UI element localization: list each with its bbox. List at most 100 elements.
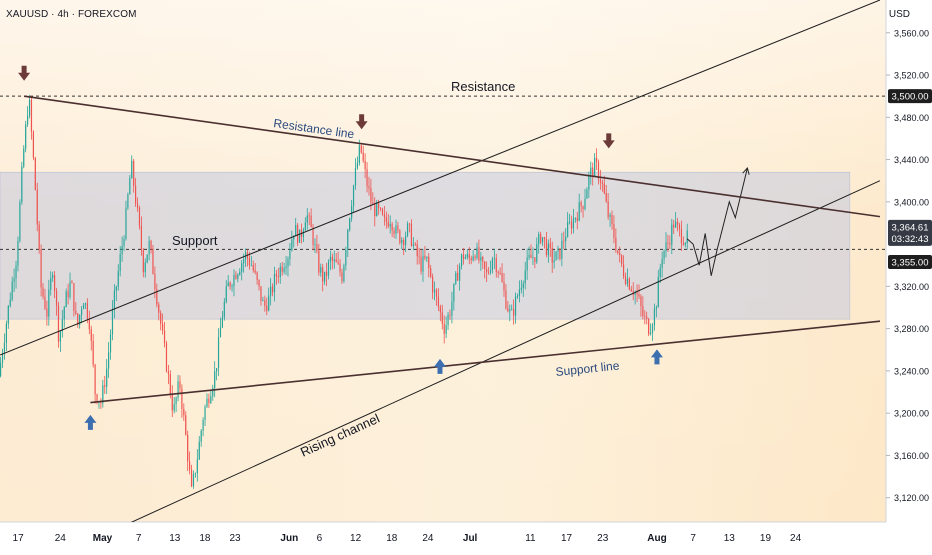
candle-body [520, 287, 522, 290]
candle-body [410, 223, 413, 246]
candle-body [71, 281, 73, 284]
candle-body [310, 215, 312, 228]
x-tick-label: 23 [597, 533, 609, 544]
candle-body [133, 160, 135, 186]
candle-body [651, 325, 654, 333]
candle-body [5, 323, 7, 343]
trendlines-layer [0, 0, 881, 522]
candle-body [96, 394, 98, 403]
symbol-title[interactable]: XAUUSD · 4h · FOREXCOM [6, 9, 137, 20]
y-tick-label: 3,400.00 [894, 197, 929, 207]
candle-body [586, 189, 588, 199]
candle-body [559, 248, 561, 259]
candle-body [405, 235, 407, 246]
candle-body [430, 268, 432, 277]
candle-body [428, 256, 430, 269]
candle-body [412, 243, 414, 246]
candle-body [403, 239, 405, 246]
candle-body [634, 292, 636, 295]
candle-body [325, 271, 328, 276]
candle-body [109, 334, 112, 353]
support-trendline [90, 320, 881, 404]
candle-body [611, 214, 613, 225]
x-tick-label: Jun [280, 533, 298, 544]
x-tick-label: Jul [463, 533, 478, 544]
candle-body [686, 230, 688, 244]
candle-body [61, 319, 63, 332]
candle-body [169, 373, 171, 395]
candle-body [102, 385, 104, 404]
x-tick-label: 24 [55, 533, 67, 544]
candle-body [543, 237, 546, 240]
candle-body [52, 275, 54, 279]
horizontal-levels-layer [0, 95, 886, 250]
candle-body [572, 218, 575, 229]
candle-body [312, 227, 314, 245]
candle-body [9, 299, 11, 306]
candle-body [42, 287, 44, 297]
x-tick-label: 18 [199, 533, 211, 544]
candle-body [104, 385, 106, 387]
candle-body [285, 266, 287, 269]
currency-label[interactable]: USD [888, 9, 910, 20]
candle-body [472, 256, 474, 261]
candle-body [84, 303, 87, 305]
x-tick-label: 17 [561, 533, 573, 544]
projection-path [686, 167, 748, 276]
candle-body [615, 237, 617, 251]
candle-body [217, 337, 220, 369]
candle-body [135, 185, 137, 204]
candle-body [194, 473, 196, 475]
x-tick-label: 13 [724, 533, 736, 544]
candle-body [92, 340, 94, 365]
candle-body [678, 224, 681, 229]
candle-body [221, 317, 224, 328]
candle-body [374, 204, 376, 217]
candle-body [121, 245, 123, 255]
candle-body [243, 259, 245, 264]
candle-body [509, 309, 511, 312]
candle-body [466, 254, 468, 258]
candle-body [518, 289, 521, 296]
candle-body [0, 362, 2, 377]
candle-body [289, 250, 291, 259]
candle-body [642, 306, 644, 317]
x-tick-label: 6 [317, 533, 323, 544]
candle-body [214, 371, 216, 388]
candle-body [617, 250, 619, 253]
candle-body [73, 283, 75, 311]
candle-body [1, 353, 4, 363]
candle-body [115, 286, 117, 291]
candle-body [595, 157, 598, 163]
candle-body [622, 264, 625, 277]
candle-body [266, 305, 268, 311]
candle-body [94, 364, 96, 395]
candle-body [489, 269, 492, 273]
time-axis[interactable] [0, 522, 932, 550]
candle-body [649, 332, 652, 335]
candle-body [576, 218, 578, 221]
candle-body [557, 248, 559, 252]
candle-body [584, 198, 586, 209]
candle-body [364, 160, 366, 170]
candle-body [171, 394, 173, 411]
y-axis-ticks: 3,120.00 3,160.00 3,200.00 3,240.00 3,280.00… [886, 28, 929, 503]
candle-body [358, 145, 360, 164]
candle-body [422, 255, 424, 272]
candle-body [659, 267, 661, 277]
candle-body [108, 352, 110, 369]
candle-body [389, 224, 391, 227]
candle-body [574, 218, 576, 219]
candle-body [648, 319, 650, 335]
price-axis[interactable] [886, 0, 932, 550]
x-tick-label: 7 [136, 533, 142, 544]
candle-body [474, 256, 476, 259]
candle-body [306, 215, 308, 223]
y-tick-label: 3,160.00 [894, 451, 929, 461]
candle-body [293, 235, 295, 240]
y-tick-label: 3,240.00 [894, 366, 929, 376]
rising-channel-upper-line [0, 0, 881, 356]
candle-body [227, 282, 229, 287]
